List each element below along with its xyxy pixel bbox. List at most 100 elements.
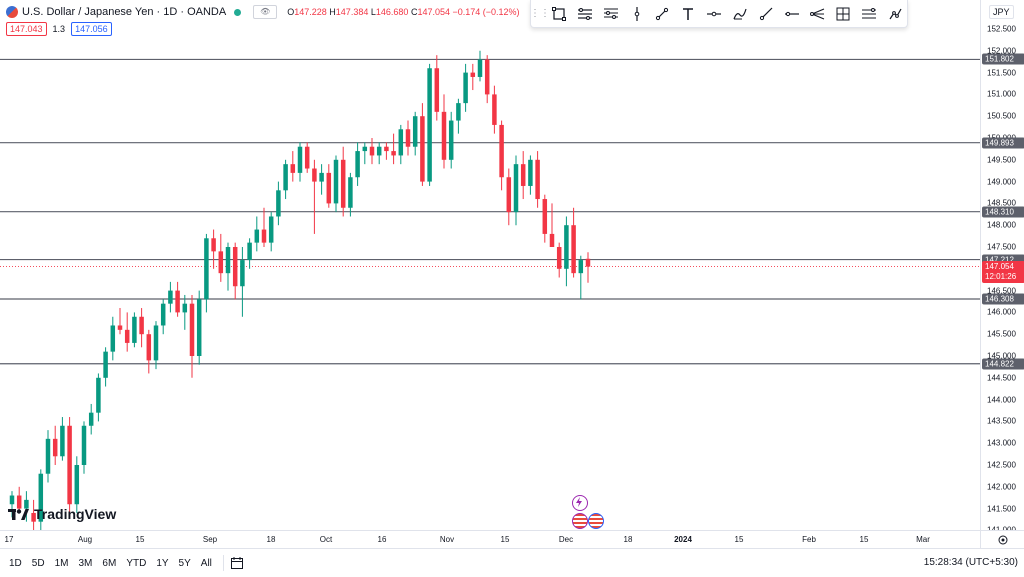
price-tick-label: 141.500 <box>987 504 1016 514</box>
range-button-1m[interactable]: 1M <box>54 557 69 569</box>
candle-body-down <box>340 159 346 208</box>
level-price-label: 146.308 <box>982 293 1024 305</box>
path-icon[interactable] <box>883 3 907 25</box>
candle-body-up <box>513 164 519 213</box>
parallel-channel-icon[interactable] <box>573 3 597 25</box>
visibility-toggle-icon[interactable]: 👁 <box>253 5 278 19</box>
time-tick-label: 16 <box>377 535 387 544</box>
price-tick-label: 151.500 <box>987 68 1016 78</box>
time-tick-label: 18 <box>623 535 633 544</box>
time-tick-label: 15 <box>135 535 145 544</box>
candle-body-up <box>196 299 202 356</box>
time-tick-label: Mar <box>916 535 930 544</box>
candle-body-down <box>369 146 375 156</box>
candle-body-down <box>67 425 72 505</box>
candle-body-down <box>146 334 152 361</box>
current-price-value: 147.054 <box>985 262 1014 272</box>
candle-body-down <box>261 229 267 243</box>
range-button-5y[interactable]: 5Y <box>178 557 191 569</box>
candle-body-down <box>506 177 512 213</box>
candle-body-down <box>384 146 389 152</box>
candle-body-up <box>319 172 324 182</box>
open-value: 147.228 <box>294 7 327 17</box>
spread-value: 1.3 <box>52 24 66 34</box>
range-button-6m[interactable]: 6M <box>102 557 117 569</box>
tradingview-logo-icon <box>8 509 29 520</box>
clock-timezone[interactable]: 15:28:34 (UTC+5:30) <box>923 557 1018 568</box>
candlestick-chart[interactable] <box>0 0 980 530</box>
range-button-5d[interactable]: 5D <box>31 557 45 569</box>
time-tick-label: 18 <box>266 535 276 544</box>
calendar-icon[interactable] <box>230 556 244 570</box>
text-icon[interactable] <box>676 3 700 25</box>
price-axis[interactable]: JPY 152.500 152.000 151.500 151.000 150.500 1… <box>980 0 1024 530</box>
symbol-title[interactable]: U.S. Dollar / Japanese Yen · 1D · OANDA <box>22 6 227 18</box>
candle-body-up <box>412 116 418 147</box>
price-tick-label: 142.000 <box>987 482 1016 492</box>
time-axis[interactable]: 17 Aug 15 Sep 18 Oct 16 Nov 15 Dec 18 2024 15 Feb 15 Ma… <box>0 530 980 549</box>
candle-body-up <box>448 120 454 160</box>
buy-button[interactable]: 147.056 <box>71 22 112 36</box>
low-value: 146.680 <box>375 7 409 17</box>
current-price-label: 147.054 12:01:26 <box>982 261 1024 284</box>
time-tick-label: Aug <box>77 535 93 544</box>
range-button-all[interactable]: All <box>200 557 212 569</box>
candle-body-up <box>103 351 108 378</box>
ray-icon[interactable] <box>754 3 778 25</box>
us-flag-event-icon[interactable] <box>572 513 588 529</box>
candle-body-up <box>268 216 274 243</box>
candle-body-down <box>218 251 224 274</box>
price-tick-label: 148.500 <box>987 198 1016 208</box>
fib-retracement-icon[interactable] <box>599 3 623 25</box>
candle-body-down <box>175 290 180 313</box>
candle-body-up <box>348 177 353 208</box>
grid-icon[interactable] <box>831 3 855 25</box>
long-position-icon[interactable] <box>857 3 881 25</box>
chart-settings-button[interactable] <box>980 530 1024 549</box>
price-tick-label: 145.500 <box>987 329 1016 339</box>
rectangle-icon[interactable] <box>547 3 571 25</box>
lightning-event-icon[interactable] <box>572 495 588 511</box>
extended-line-icon[interactable] <box>780 3 804 25</box>
trade-buttons: 147.043 1.3 147.056 <box>6 22 112 36</box>
horizontal-ray-icon[interactable] <box>702 3 726 25</box>
tradingview-logo[interactable]: TradingView <box>8 506 116 522</box>
range-button-1y[interactable]: 1Y <box>156 557 169 569</box>
candle-body-up <box>240 260 245 287</box>
range-button-3m[interactable]: 3M <box>78 557 93 569</box>
candle-body-up <box>456 103 461 121</box>
candle-body-up <box>88 412 94 426</box>
symbol-legend: U.S. Dollar / Japanese Yen · 1D · OANDA … <box>6 5 520 19</box>
time-tick-label: 15 <box>859 535 869 544</box>
candle-body-down <box>189 303 195 356</box>
brush-icon[interactable] <box>728 3 752 25</box>
range-button-1d[interactable]: 1D <box>9 557 22 569</box>
price-tick-label: 147.500 <box>987 242 1016 252</box>
candle-body-up <box>578 260 584 274</box>
vertical-line-icon[interactable] <box>625 3 649 25</box>
candle-body-up <box>564 225 569 269</box>
us-flag-event-icon[interactable] <box>588 513 604 529</box>
candle-body-up <box>333 159 339 204</box>
price-tick-label: 149.000 <box>987 177 1016 187</box>
toolbar-drag-handle[interactable]: ⋮⋮ <box>530 8 550 19</box>
price-tick-label: 149.500 <box>987 155 1016 165</box>
candle-body-up <box>132 316 137 343</box>
candle-body-up <box>283 164 288 191</box>
range-button-ytd[interactable]: YTD <box>126 557 147 569</box>
candle-body-down <box>124 329 130 343</box>
candle-body-down <box>391 151 396 156</box>
separator <box>222 555 224 571</box>
trend-line-icon[interactable] <box>650 3 674 25</box>
price-tick-label: 152.500 <box>987 24 1016 34</box>
price-tick-label: 144.500 <box>987 373 1016 383</box>
candle-body-down <box>304 146 310 169</box>
candle-body-up <box>60 425 65 457</box>
pitchfork-icon[interactable] <box>806 3 830 25</box>
chart-pane[interactable] <box>0 0 980 530</box>
time-tick-label: Dec <box>558 535 574 544</box>
currency-label[interactable]: JPY <box>989 5 1014 19</box>
sell-button[interactable]: 147.043 <box>6 22 47 36</box>
price-tick-label: 146.000 <box>987 307 1016 317</box>
change-value: −0.174 (−0.12%) <box>452 7 520 17</box>
